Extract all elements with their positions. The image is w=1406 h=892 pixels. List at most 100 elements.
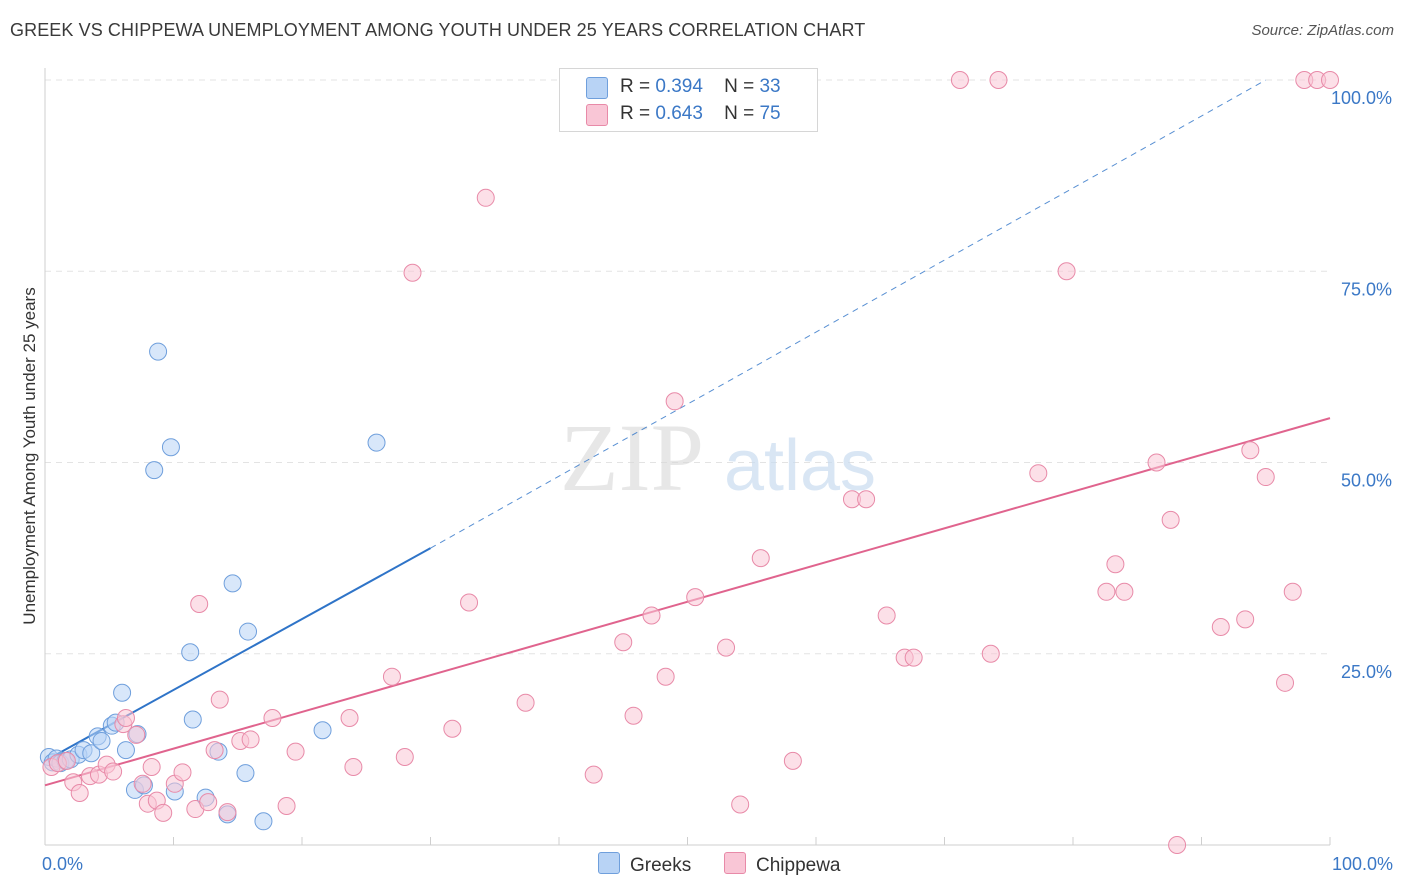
chippewa-point-66 <box>1211 617 1230 636</box>
x-tick-label-min: 0.0% <box>42 854 83 874</box>
chippewa-n-value: 75 <box>759 103 781 124</box>
greeks-trend-extension <box>430 79 1266 549</box>
greeks-point-28 <box>236 764 255 783</box>
correlation-legend: R = 0.394 N = 33 R = 0.643 N = 75 <box>559 68 818 132</box>
greeks-point-10 <box>92 731 111 750</box>
chippewa-point-10 <box>116 709 135 728</box>
greeks-legend-label: Greeks <box>630 855 692 876</box>
chippewa-point-46 <box>717 638 736 657</box>
chippewa-point-37 <box>476 188 495 207</box>
greeks-point-29 <box>239 622 258 641</box>
chippewa-point-35 <box>443 719 462 738</box>
chippewa-point-30 <box>340 709 359 728</box>
greeks-point-18 <box>145 461 164 480</box>
chippewa-point-26 <box>241 730 260 749</box>
chippewa-point-57 <box>989 71 1008 89</box>
greeks-point-20 <box>161 438 180 457</box>
chippewa-r-value: 0.643 <box>655 103 703 124</box>
chippewa-point-8 <box>104 762 123 781</box>
chippewa-point-4 <box>70 783 89 802</box>
chippewa-point-61 <box>1106 555 1125 574</box>
chippewa-point-39 <box>584 765 603 784</box>
x-tick-label-max: 100.0% <box>1332 854 1393 874</box>
chippewa-point-49 <box>783 751 802 770</box>
chippewa-point-41 <box>624 706 643 725</box>
greeks-point-19 <box>149 342 168 361</box>
chippewa-point-21 <box>199 793 218 812</box>
watermark-zip: ZIP <box>560 404 704 511</box>
grid-lines <box>45 79 1330 655</box>
y-tick-label-100: 100.0% <box>1331 88 1392 108</box>
legend-item-chippewa: Chippewa <box>724 852 841 877</box>
chippewa-point-43 <box>656 667 675 686</box>
chippewa-point-64 <box>1161 510 1180 529</box>
chippewa-point-42 <box>642 606 661 625</box>
chippewa-point-28 <box>277 796 296 815</box>
chippewa-point-70 <box>1276 673 1295 692</box>
chippewa-point-29 <box>286 742 305 761</box>
chippewa-legend-label: Chippewa <box>756 855 841 876</box>
watermark: ZIP atlas <box>560 404 876 511</box>
chippewa-point-71 <box>1283 582 1302 601</box>
chippewa-point-48 <box>751 549 770 568</box>
chippewa-point-2 <box>57 751 76 770</box>
greeks-n-label: N = <box>724 76 755 97</box>
y-tick-label-50: 50.0% <box>1341 471 1392 491</box>
greeks-legend-swatch <box>598 852 620 874</box>
greeks-point-13 <box>113 683 132 702</box>
chippewa-point-45 <box>686 588 705 607</box>
source-credit: Source: ZipAtlas.com <box>1251 22 1394 39</box>
chippewa-point-36 <box>460 593 479 612</box>
greeks-point-30 <box>254 812 273 831</box>
chippewa-legend-swatch <box>724 852 746 874</box>
chippewa-point-51 <box>857 490 876 509</box>
greeks-point-32 <box>367 433 386 452</box>
chippewa-point-12 <box>133 774 152 793</box>
chippewa-point-31 <box>344 757 363 776</box>
greeks-swatch <box>586 77 608 99</box>
greeks-point-27 <box>223 574 242 593</box>
chippewa-swatch <box>586 104 608 126</box>
chippewa-point-18 <box>173 763 192 782</box>
chippewa-points <box>42 71 1339 854</box>
greeks-r-label: R = <box>620 76 651 97</box>
chippewa-r-label: R = <box>620 103 651 124</box>
chippewa-point-11 <box>127 725 146 744</box>
chippewa-point-74 <box>1321 71 1339 89</box>
y-tick-label-75: 75.0% <box>1341 279 1392 299</box>
greeks-point-22 <box>181 643 200 662</box>
chippewa-point-54 <box>904 648 923 667</box>
chippewa-point-20 <box>190 595 209 614</box>
chippewa-point-32 <box>382 667 401 686</box>
greeks-point-8 <box>82 744 101 763</box>
chippewa-point-34 <box>403 263 422 282</box>
chippewa-point-44 <box>665 392 684 411</box>
chippewa-point-16 <box>154 803 173 822</box>
chippewa-point-22 <box>205 741 224 760</box>
chippewa-n-label: N = <box>724 103 755 124</box>
chippewa-point-47 <box>731 795 750 814</box>
chippewa-point-33 <box>395 748 414 767</box>
chippewa-point-38 <box>516 693 535 712</box>
chippewa-point-24 <box>218 803 237 822</box>
chippewa-point-27 <box>263 709 282 728</box>
chippewa-point-60 <box>1097 582 1116 601</box>
greeks-r-value: 0.394 <box>655 76 703 97</box>
chippewa-point-58 <box>1029 464 1048 483</box>
chippewa-point-40 <box>614 633 633 652</box>
chippewa-point-63 <box>1147 453 1166 472</box>
chippewa-point-67 <box>1236 610 1255 629</box>
chippewa-point-14 <box>142 757 161 776</box>
chippewa-point-69 <box>1256 468 1275 487</box>
y-tick-label-25: 25.0% <box>1341 662 1392 682</box>
tick-labels: 25.0% 50.0% 75.0% 100.0% 0.0% 100.0% <box>42 88 1393 874</box>
chippewa-point-52 <box>877 606 896 625</box>
chippewa-point-62 <box>1115 582 1134 601</box>
chart-title: GREEK VS CHIPPEWA UNEMPLOYMENT AMONG YOU… <box>10 20 866 40</box>
greeks-point-14 <box>116 741 135 760</box>
greeks-n-value: 33 <box>759 76 781 97</box>
chippewa-point-59 <box>1057 262 1076 281</box>
chippewa-point-56 <box>981 644 1000 663</box>
chippewa-point-65 <box>1168 836 1187 854</box>
